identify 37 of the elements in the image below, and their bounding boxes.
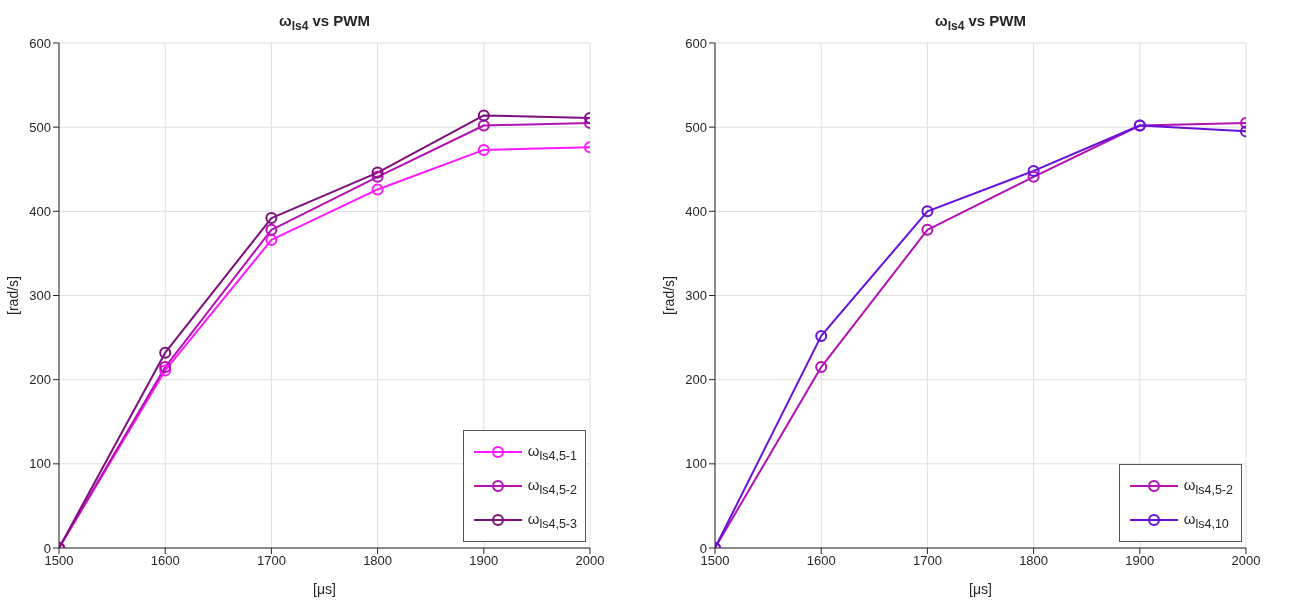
x-tick-label: 1600 — [150, 553, 180, 569]
x-tick-label: 1700 — [256, 553, 286, 569]
y-tick-label: 500 — [29, 119, 51, 135]
y-tick-label: 100 — [29, 456, 51, 472]
y-axis-title: [rad/s] — [661, 276, 677, 315]
y-tick-label: 0 — [699, 540, 707, 556]
x-axis-title: [μs] — [969, 581, 992, 597]
chart-title: ω$_{ls4}$ vs PWM — [278, 12, 371, 33]
chart-title: ω$_{ls4}$ vs PWM — [934, 12, 1027, 33]
y-axis-title: [rad/s] — [5, 276, 21, 315]
x-axis-title: [μs] — [313, 581, 336, 597]
x-tick-label: 1900 — [1125, 553, 1155, 569]
x-tick-label: 1700 — [912, 553, 942, 569]
y-tick-label: 200 — [685, 372, 707, 388]
y-tick-label: 600 — [685, 35, 707, 51]
x-tick-label: 1600 — [806, 553, 836, 569]
x-tick-label: 1900 — [469, 553, 499, 569]
legend-label: ω$_{ls4,10}$ — [1183, 509, 1229, 531]
x-tick-label: 1800 — [363, 553, 393, 569]
y-tick-label: 0 — [43, 540, 51, 556]
y-tick-label: 100 — [685, 456, 707, 472]
y-tick-label: 400 — [685, 203, 707, 219]
y-tick-label: 300 — [685, 288, 707, 304]
x-tick-label: 1500 — [700, 553, 730, 569]
x-tick-label: 2000 — [575, 553, 605, 569]
x-tick-label: 2000 — [1231, 553, 1261, 569]
y-tick-label: 400 — [29, 203, 51, 219]
legend-label: ω$_{ls4,5-2}$ — [527, 475, 577, 497]
y-tick-label: 300 — [29, 288, 51, 304]
legend-label: ω$_{ls4,5-2}$ — [1183, 475, 1233, 497]
y-tick-label: 600 — [29, 35, 51, 51]
y-tick-label: 500 — [685, 119, 707, 135]
x-tick-label: 1800 — [1019, 553, 1049, 569]
legend-label: ω$_{ls4,5-3}$ — [527, 509, 577, 531]
legend-label: ω$_{ls4,5-1}$ — [527, 441, 577, 463]
y-tick-label: 200 — [29, 372, 51, 388]
x-tick-label: 1500 — [44, 553, 74, 569]
